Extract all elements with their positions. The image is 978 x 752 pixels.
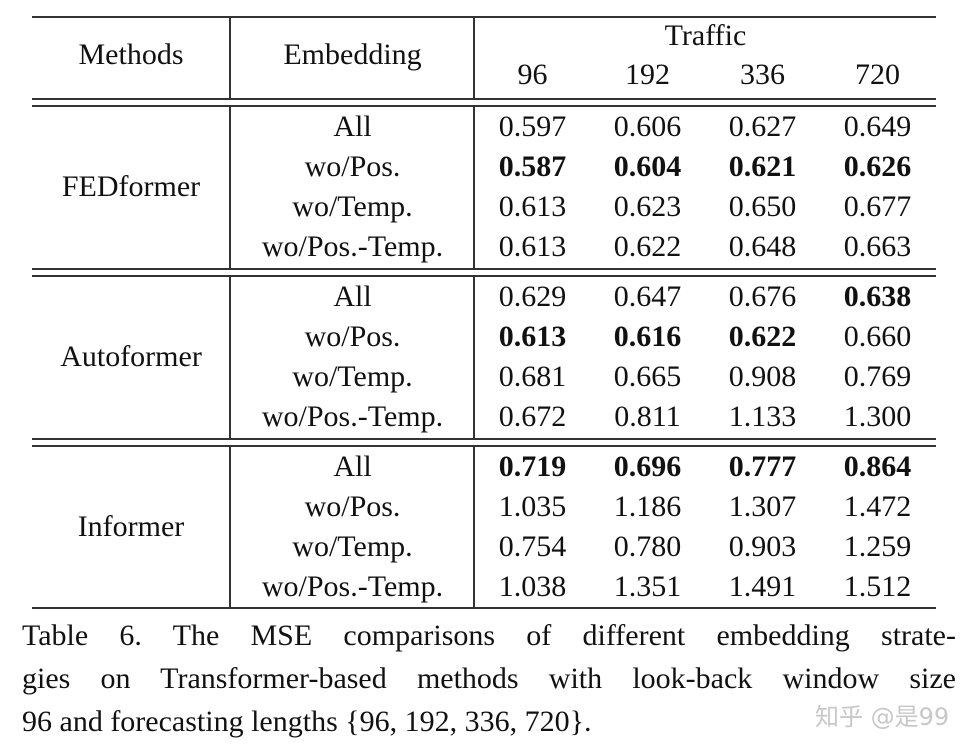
mse-cell: 0.769	[843, 360, 912, 393]
mse-cell: 0.622	[728, 320, 797, 353]
group-rule-2a	[32, 438, 936, 440]
mse-cell: 0.616	[613, 320, 682, 353]
mse-cell: 0.677	[843, 190, 912, 223]
header-rule-2	[32, 105, 936, 107]
mse-cell: 1.186	[613, 490, 682, 523]
mse-cell: 0.604	[613, 150, 682, 183]
top-rule	[32, 16, 936, 18]
embedding-label: wo/Pos.	[304, 150, 401, 183]
caption-line: gies on Transformer-based methods with l…	[22, 662, 956, 695]
mse-cell: 0.676	[728, 280, 797, 313]
mse-cell: 0.606	[613, 110, 682, 143]
mse-cell: 0.780	[613, 530, 682, 563]
embedding-label: wo/Temp.	[292, 530, 413, 563]
mse-cell: 0.648	[728, 230, 797, 263]
vline-embed-g3	[473, 446, 475, 608]
mse-cell: 0.623	[613, 190, 682, 223]
header-horizon-96: 96	[517, 58, 548, 91]
header-methods: Methods	[78, 38, 184, 71]
mse-cell: 0.622	[613, 230, 682, 263]
caption-line: 96 and forecasting lengths {96, 192, 336…	[22, 705, 592, 738]
embedding-label: All	[333, 110, 372, 143]
embedding-label: wo/Pos.	[304, 490, 401, 523]
mse-cell: 1.133	[728, 400, 797, 433]
header-rule-1	[32, 98, 936, 100]
mse-cell: 0.638	[843, 280, 912, 313]
mse-cell: 1.307	[728, 490, 797, 523]
group-rule-1b	[32, 275, 936, 277]
embedding-label: wo/Pos.-Temp.	[261, 570, 444, 603]
embedding-label: wo/Temp.	[292, 190, 413, 223]
embedding-label: wo/Pos.-Temp.	[261, 400, 444, 433]
embedding-label: All	[333, 450, 372, 483]
mse-cell: 0.864	[843, 450, 912, 483]
mse-cell: 0.696	[613, 450, 682, 483]
mse-cell: 1.038	[498, 570, 567, 603]
mse-cell: 0.647	[613, 280, 682, 313]
header-embedding: Embedding	[283, 38, 422, 71]
mse-cell: 0.650	[728, 190, 797, 223]
vline-embed-g2	[473, 276, 475, 439]
vline-methods-g2	[229, 276, 231, 439]
embedding-label: wo/Pos.	[304, 320, 401, 353]
mse-cell: 0.597	[498, 110, 567, 143]
mse-cell: 0.587	[498, 150, 567, 183]
header-horizon-720: 720	[855, 58, 900, 91]
mse-cell: 1.351	[613, 570, 682, 603]
mse-cell: 0.681	[498, 360, 567, 393]
mse-cell: 1.259	[843, 530, 912, 563]
mse-cell: 0.649	[843, 110, 912, 143]
mse-cell: 0.660	[843, 320, 912, 353]
mse-cell: 1.300	[843, 400, 912, 433]
mse-cell: 0.672	[498, 400, 567, 433]
mse-cell: 1.491	[728, 570, 797, 603]
embedding-label: wo/Temp.	[292, 360, 413, 393]
mse-cell: 1.472	[843, 490, 912, 523]
mse-cell: 0.613	[498, 230, 567, 263]
method-name: Autoformer	[60, 340, 202, 373]
mse-cell: 0.777	[728, 450, 797, 483]
mse-cell: 0.627	[728, 110, 797, 143]
mse-cell: 0.626	[843, 150, 912, 183]
mse-cell: 0.903	[728, 530, 797, 563]
watermark: 知乎 @是99	[815, 703, 950, 731]
mse-cell: 0.754	[498, 530, 567, 563]
header-horizon-336: 336	[740, 58, 785, 91]
vline-embed-header	[473, 17, 475, 99]
mse-cell: 0.621	[728, 150, 797, 183]
mse-cell: 0.665	[613, 360, 682, 393]
caption-line: Table 6. The MSE comparisons of differen…	[22, 619, 956, 652]
method-name: Informer	[77, 510, 185, 543]
mse-cell: 0.613	[498, 320, 567, 353]
vline-methods-header	[229, 17, 231, 99]
mse-cell: 0.811	[614, 400, 681, 433]
header-horizon-192: 192	[625, 58, 670, 91]
mse-cell: 0.629	[498, 280, 567, 313]
mse-cell: 0.908	[728, 360, 797, 393]
group-rule-1a	[32, 268, 936, 270]
mse-cell: 0.719	[498, 450, 567, 483]
vline-methods-g1	[229, 106, 231, 269]
mse-cell: 0.613	[498, 190, 567, 223]
method-name: FEDformer	[61, 170, 201, 203]
header-dataset: Traffic	[664, 19, 747, 52]
mse-cell: 1.035	[498, 490, 567, 523]
table-caption: Table 6. The MSE comparisons of differen…	[22, 614, 956, 743]
vline-embed-g1	[473, 106, 475, 269]
bottom-rule	[32, 607, 936, 609]
embedding-label: All	[333, 280, 372, 313]
mse-cell: 1.512	[843, 570, 912, 603]
mse-cell: 0.663	[843, 230, 912, 263]
vline-methods-g3	[229, 446, 231, 608]
embedding-label: wo/Pos.-Temp.	[261, 230, 444, 263]
group-rule-2b	[32, 445, 936, 447]
